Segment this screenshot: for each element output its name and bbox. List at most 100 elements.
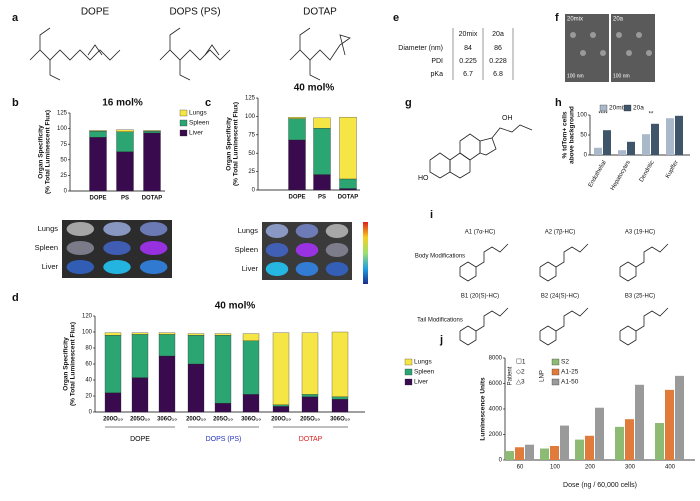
particle (616, 32, 622, 38)
bar-segment (331, 399, 349, 413)
chart-title: 40 mol% (215, 301, 256, 312)
image-label: 20a (613, 17, 624, 23)
y-tick-label: 2000 (489, 432, 503, 438)
x-tick-label: 200 (585, 465, 596, 471)
bar-segment (131, 377, 149, 413)
legend-swatch (179, 109, 188, 117)
bar (665, 389, 674, 460)
organ-blob (325, 243, 349, 257)
bar-segment (301, 396, 319, 413)
steroid (459, 267, 477, 282)
particle (570, 32, 576, 38)
row-label: Body Modifications (415, 254, 465, 260)
legend-label: Spleen (414, 369, 435, 376)
particle (646, 50, 652, 56)
item-label: B2 (24(S)-HC) (541, 294, 579, 300)
x-tick-label: 300 (625, 465, 636, 471)
bar-segment (143, 130, 161, 132)
bar-segment (331, 331, 349, 397)
bar (627, 141, 635, 155)
bar (594, 147, 602, 155)
scale-label: 100 nm (613, 73, 630, 79)
legend-label: ◇2 (516, 369, 525, 376)
organ-blob (103, 222, 131, 236)
table-cell: 6.8 (493, 71, 503, 78)
organ-blob (325, 262, 349, 276)
y-axis-label: % tdTom+ cells (562, 111, 569, 158)
table-cell: 86 (494, 45, 502, 52)
bar-segment (288, 118, 306, 141)
x-tick-label: 306O₁₀ (330, 417, 350, 423)
bar (505, 451, 514, 460)
y-tick-label: 120 (82, 314, 93, 320)
bar-segment (214, 335, 232, 404)
y-tick-label: 0 (499, 458, 503, 464)
bar-segment (131, 334, 149, 378)
table-cell: 0.228 (489, 58, 507, 65)
y-tick-label: 100 (82, 330, 93, 336)
organ-label: Liver (42, 262, 59, 271)
bar-segment (301, 332, 319, 395)
y-axis-label: Luminescence Units (480, 377, 487, 441)
organ-blob (66, 241, 95, 255)
bar-segment (242, 394, 260, 413)
organ-blob (66, 260, 95, 274)
bar (615, 426, 624, 460)
organ-blob (295, 262, 319, 276)
tem-image (611, 14, 655, 82)
legend-label: △3 (516, 379, 525, 386)
y-axis-label: Organ Specificity (226, 117, 233, 171)
steroid (619, 267, 637, 282)
bar (585, 435, 594, 460)
steroid (619, 331, 637, 346)
legend-title: LNP (540, 370, 546, 382)
bar (675, 115, 683, 155)
y-axis-label: (% Total Luminescent Flux) (233, 102, 240, 186)
lipid-name: DOPE (81, 7, 110, 18)
organ-blob (295, 224, 319, 238)
structures-i (459, 243, 669, 346)
y-tick-label: 0 (64, 189, 68, 195)
group-label: DOPE (130, 436, 150, 443)
y-tick-label: 100 (57, 126, 68, 132)
legend-swatch (623, 104, 632, 112)
particle (626, 50, 632, 56)
table-cell: Diameter (nm) (398, 45, 443, 52)
bar (575, 439, 584, 460)
item-label: B3 (25-HC) (625, 294, 655, 300)
particle (590, 32, 596, 38)
y-tick-label: 100 (577, 113, 588, 119)
y-tick-label: 125 (245, 96, 256, 102)
bar-segment (339, 178, 357, 189)
organ-label: Lungs (238, 226, 259, 235)
x-tick-label: DOPE (89, 196, 106, 202)
bar-segment (242, 340, 260, 395)
bar-segment (313, 128, 331, 175)
lipid-name: DOTAP (303, 7, 337, 18)
legend-swatch (551, 368, 560, 376)
organ-blob (139, 241, 168, 255)
organ-blob (265, 262, 289, 276)
table-cell: 0.225 (459, 58, 477, 65)
table-cell: PDI (431, 58, 443, 65)
organ-blob (103, 260, 131, 274)
bar (635, 384, 644, 460)
y-tick-label: 0 (89, 410, 93, 416)
bar-segment (158, 332, 176, 335)
bar-segment (116, 129, 134, 132)
organ-blob (103, 241, 131, 255)
image-label: 20mix (567, 17, 583, 23)
annotation: ** (649, 112, 654, 118)
legend-label: 20a (633, 105, 644, 112)
table-cell: 84 (464, 45, 472, 52)
bar-segment (187, 333, 205, 336)
group-label: DOPS (PS) (206, 436, 242, 443)
scale-label: 100 nm (567, 73, 584, 79)
bar-segment (187, 363, 205, 413)
y-tick-label: 0 (584, 153, 588, 159)
bar-segment (143, 130, 161, 134)
panel-label: b (12, 97, 19, 109)
chart-title: 16 mol% (102, 98, 143, 109)
x-tick-label: DOTAP (142, 196, 163, 202)
